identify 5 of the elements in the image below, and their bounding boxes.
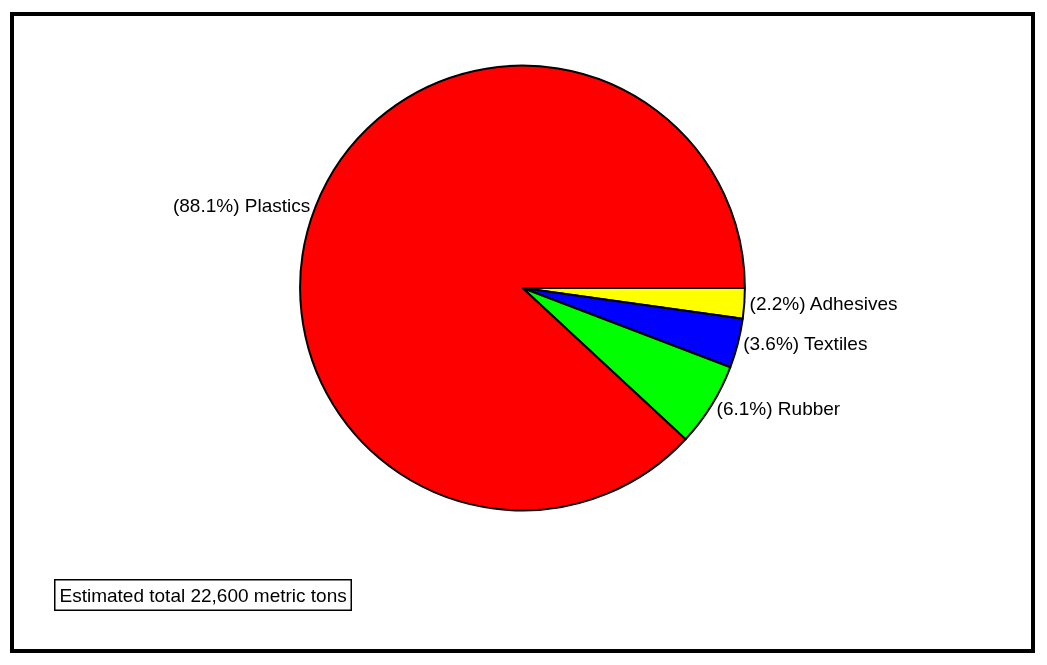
slice-label: (6.1%) Rubber <box>716 397 841 419</box>
slice-label: (3.6%) Textiles <box>743 333 868 355</box>
slice-label: (88.1%) Plastics <box>172 194 311 216</box>
text: Estimated total 22,600 metric tons <box>59 584 347 606</box>
slice-label: (2.2%) Adhesives <box>749 292 898 314</box>
